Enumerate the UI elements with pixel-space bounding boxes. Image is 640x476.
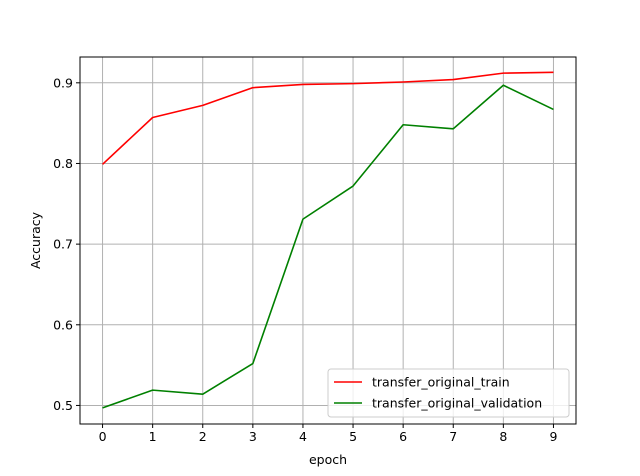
x-tick-label: 5 — [349, 429, 357, 444]
y-axis-label: Accuracy — [28, 211, 43, 269]
x-tick-label: 7 — [449, 429, 457, 444]
x-tick-label: 0 — [99, 429, 107, 444]
x-axis-label: epoch — [309, 452, 347, 467]
x-tick-label: 2 — [199, 429, 207, 444]
y-tick-label: 0.7 — [53, 237, 73, 252]
series-lines — [102, 71, 554, 409]
x-tick-label: 1 — [149, 429, 157, 444]
y-tick-label: 0.6 — [53, 317, 73, 332]
y-tick-label: 0.9 — [53, 75, 73, 90]
series-line-transfer-original-train — [102, 71, 554, 165]
series-line-transfer-original-validation — [102, 84, 554, 409]
legend-box — [327, 368, 570, 418]
legend-label: transfer_original_validation — [372, 396, 542, 411]
x-tick-label: 4 — [299, 429, 307, 444]
x-axis-ticks: 0 1 2 3 4 5 6 7 8 9 — [99, 424, 557, 444]
legend: transfer_original_train transfer_original… — [327, 368, 570, 418]
x-tick-label: 9 — [549, 429, 557, 444]
plot-frame — [79, 56, 577, 425]
x-tick-label: 8 — [499, 429, 507, 444]
x-tick-label: 6 — [399, 429, 407, 444]
y-tick-label: 0.8 — [53, 156, 73, 171]
legend-label: transfer_original_train — [372, 375, 510, 390]
y-axis-ticks: 0.5 0.6 0.7 0.8 0.9 — [53, 75, 80, 413]
y-tick-label: 0.5 — [53, 398, 73, 413]
x-tick-label: 3 — [249, 429, 257, 444]
